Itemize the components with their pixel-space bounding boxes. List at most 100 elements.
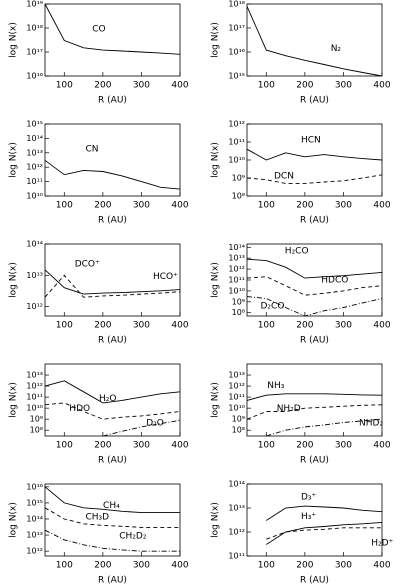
x-axis-label: R (AU) [300,336,329,346]
x-tick-label: 200 [94,321,111,331]
x-tick-label: 200 [94,561,111,571]
y-tick-label: 10¹¹ [26,393,43,402]
y-tick-label: 10¹⁷ [228,24,245,33]
series-label: DCO⁺ [75,260,100,270]
y-tick-label: 10¹² [26,547,43,556]
y-tick-label: 10¹⁶ [26,72,43,81]
series-label: HCO⁺ [153,272,178,282]
y-tick-label: 10⁸ [232,192,245,201]
x-axis-label: R (AU) [300,576,329,586]
series-label: CO [92,25,105,35]
x-axis-label: R (AU) [300,96,329,106]
y-tick-label: 10¹⁰ [26,404,43,413]
y-tick-label: 10⁹ [30,415,43,424]
plot-frame [44,363,181,437]
series-line [44,3,181,55]
x-tick-label: 300 [335,561,352,571]
series-line [246,404,383,420]
y-tick-label: 10¹⁴ [228,243,245,252]
y-tick-label: 10¹³ [228,371,245,380]
series-label: NHD₂ [359,419,383,429]
x-tick-label: 100 [258,441,275,451]
y-tick-label: 10¹³ [26,271,43,280]
y-tick-label: 10⁹ [232,297,245,306]
series-line [246,276,383,296]
y-tick-label: 10¹⁵ [228,72,245,81]
y-axis-label: log N(x) [9,22,19,58]
y-tick-label: 10¹² [26,163,43,172]
series-label: N₂ [331,44,342,54]
series-label: HCN [301,135,321,145]
series-label: H₂CO [285,247,309,257]
y-tick-label: 10¹⁴ [26,240,43,249]
x-tick-label: 100 [258,201,275,211]
y-tick-label: 10⁸ [232,308,245,317]
series-line [246,258,383,279]
y-tick-label: 10⁸ [232,426,245,435]
series-line [246,148,383,161]
x-tick-label: 300 [133,321,150,331]
y-tick-label: 10¹¹ [26,177,43,186]
x-tick-label: 100 [258,561,275,571]
y-tick-label: 10¹⁴ [26,514,43,523]
x-tick-label: 300 [133,441,150,451]
x-tick-label: 400 [171,441,188,451]
x-tick-label: 400 [171,321,188,331]
series-label: HDO [69,404,90,414]
y-tick-label: 10¹² [26,382,43,391]
y-tick-label: 10¹³ [26,371,43,380]
y-axis-label: log N(x) [9,502,19,538]
x-axis-label: R (AU) [300,216,329,226]
x-tick-label: 400 [171,561,188,571]
x-axis-label: R (AU) [98,96,127,106]
y-tick-label: 10¹¹ [228,138,245,147]
y-tick-label: 10¹² [228,528,245,537]
y-tick-label: 10¹⁰ [228,156,245,165]
series-line [246,6,383,77]
x-tick-label: 400 [373,561,390,571]
y-tick-label: 10¹⁹ [26,0,43,9]
x-tick-label: 100 [258,321,275,331]
plot-frame [44,243,181,317]
series-line [44,380,181,404]
y-tick-label: 10¹⁶ [228,48,245,57]
y-axis-label: log N(x) [211,262,221,298]
x-tick-label: 100 [56,321,73,331]
y-axis-label: log N(x) [211,22,221,58]
series-line [266,505,383,521]
series-label: D₂O [146,419,164,429]
y-tick-label: 10¹⁸ [26,24,43,33]
x-axis-label: R (AU) [98,576,127,586]
series-label: D₃⁺ [301,492,317,502]
x-tick-label: 400 [171,201,188,211]
y-tick-label: 10¹⁶ [26,482,43,491]
x-tick-label: 300 [335,201,352,211]
series-label: CH₂D₂ [119,531,147,541]
y-axis-label: log N(x) [211,382,221,418]
x-tick-label: 200 [296,561,313,571]
y-tick-label: 10¹⁴ [228,480,245,489]
x-tick-label: 200 [296,81,313,91]
x-tick-label: 100 [56,441,73,451]
y-tick-label: 10¹⁷ [26,48,43,57]
y-tick-label: 10¹¹ [228,276,245,285]
y-tick-label: 10¹² [228,382,245,391]
y-tick-label: 10⁹ [232,415,245,424]
series-label: DCN [274,171,294,181]
y-tick-label: 10¹³ [228,254,245,263]
x-axis-label: R (AU) [98,456,127,466]
series-line [102,419,181,437]
series-line [246,393,383,401]
series-line [44,269,181,295]
series-label: CH₄ [103,501,120,511]
y-axis-label: log N(x) [211,502,221,538]
x-axis-label: R (AU) [300,456,329,466]
series-label: CH₃D [86,513,110,523]
series-label: CN [86,145,99,155]
x-tick-label: 300 [335,441,352,451]
series-label: D₂CO [261,301,285,311]
x-tick-label: 200 [296,321,313,331]
x-tick-label: 300 [335,321,352,331]
x-tick-label: 300 [133,201,150,211]
